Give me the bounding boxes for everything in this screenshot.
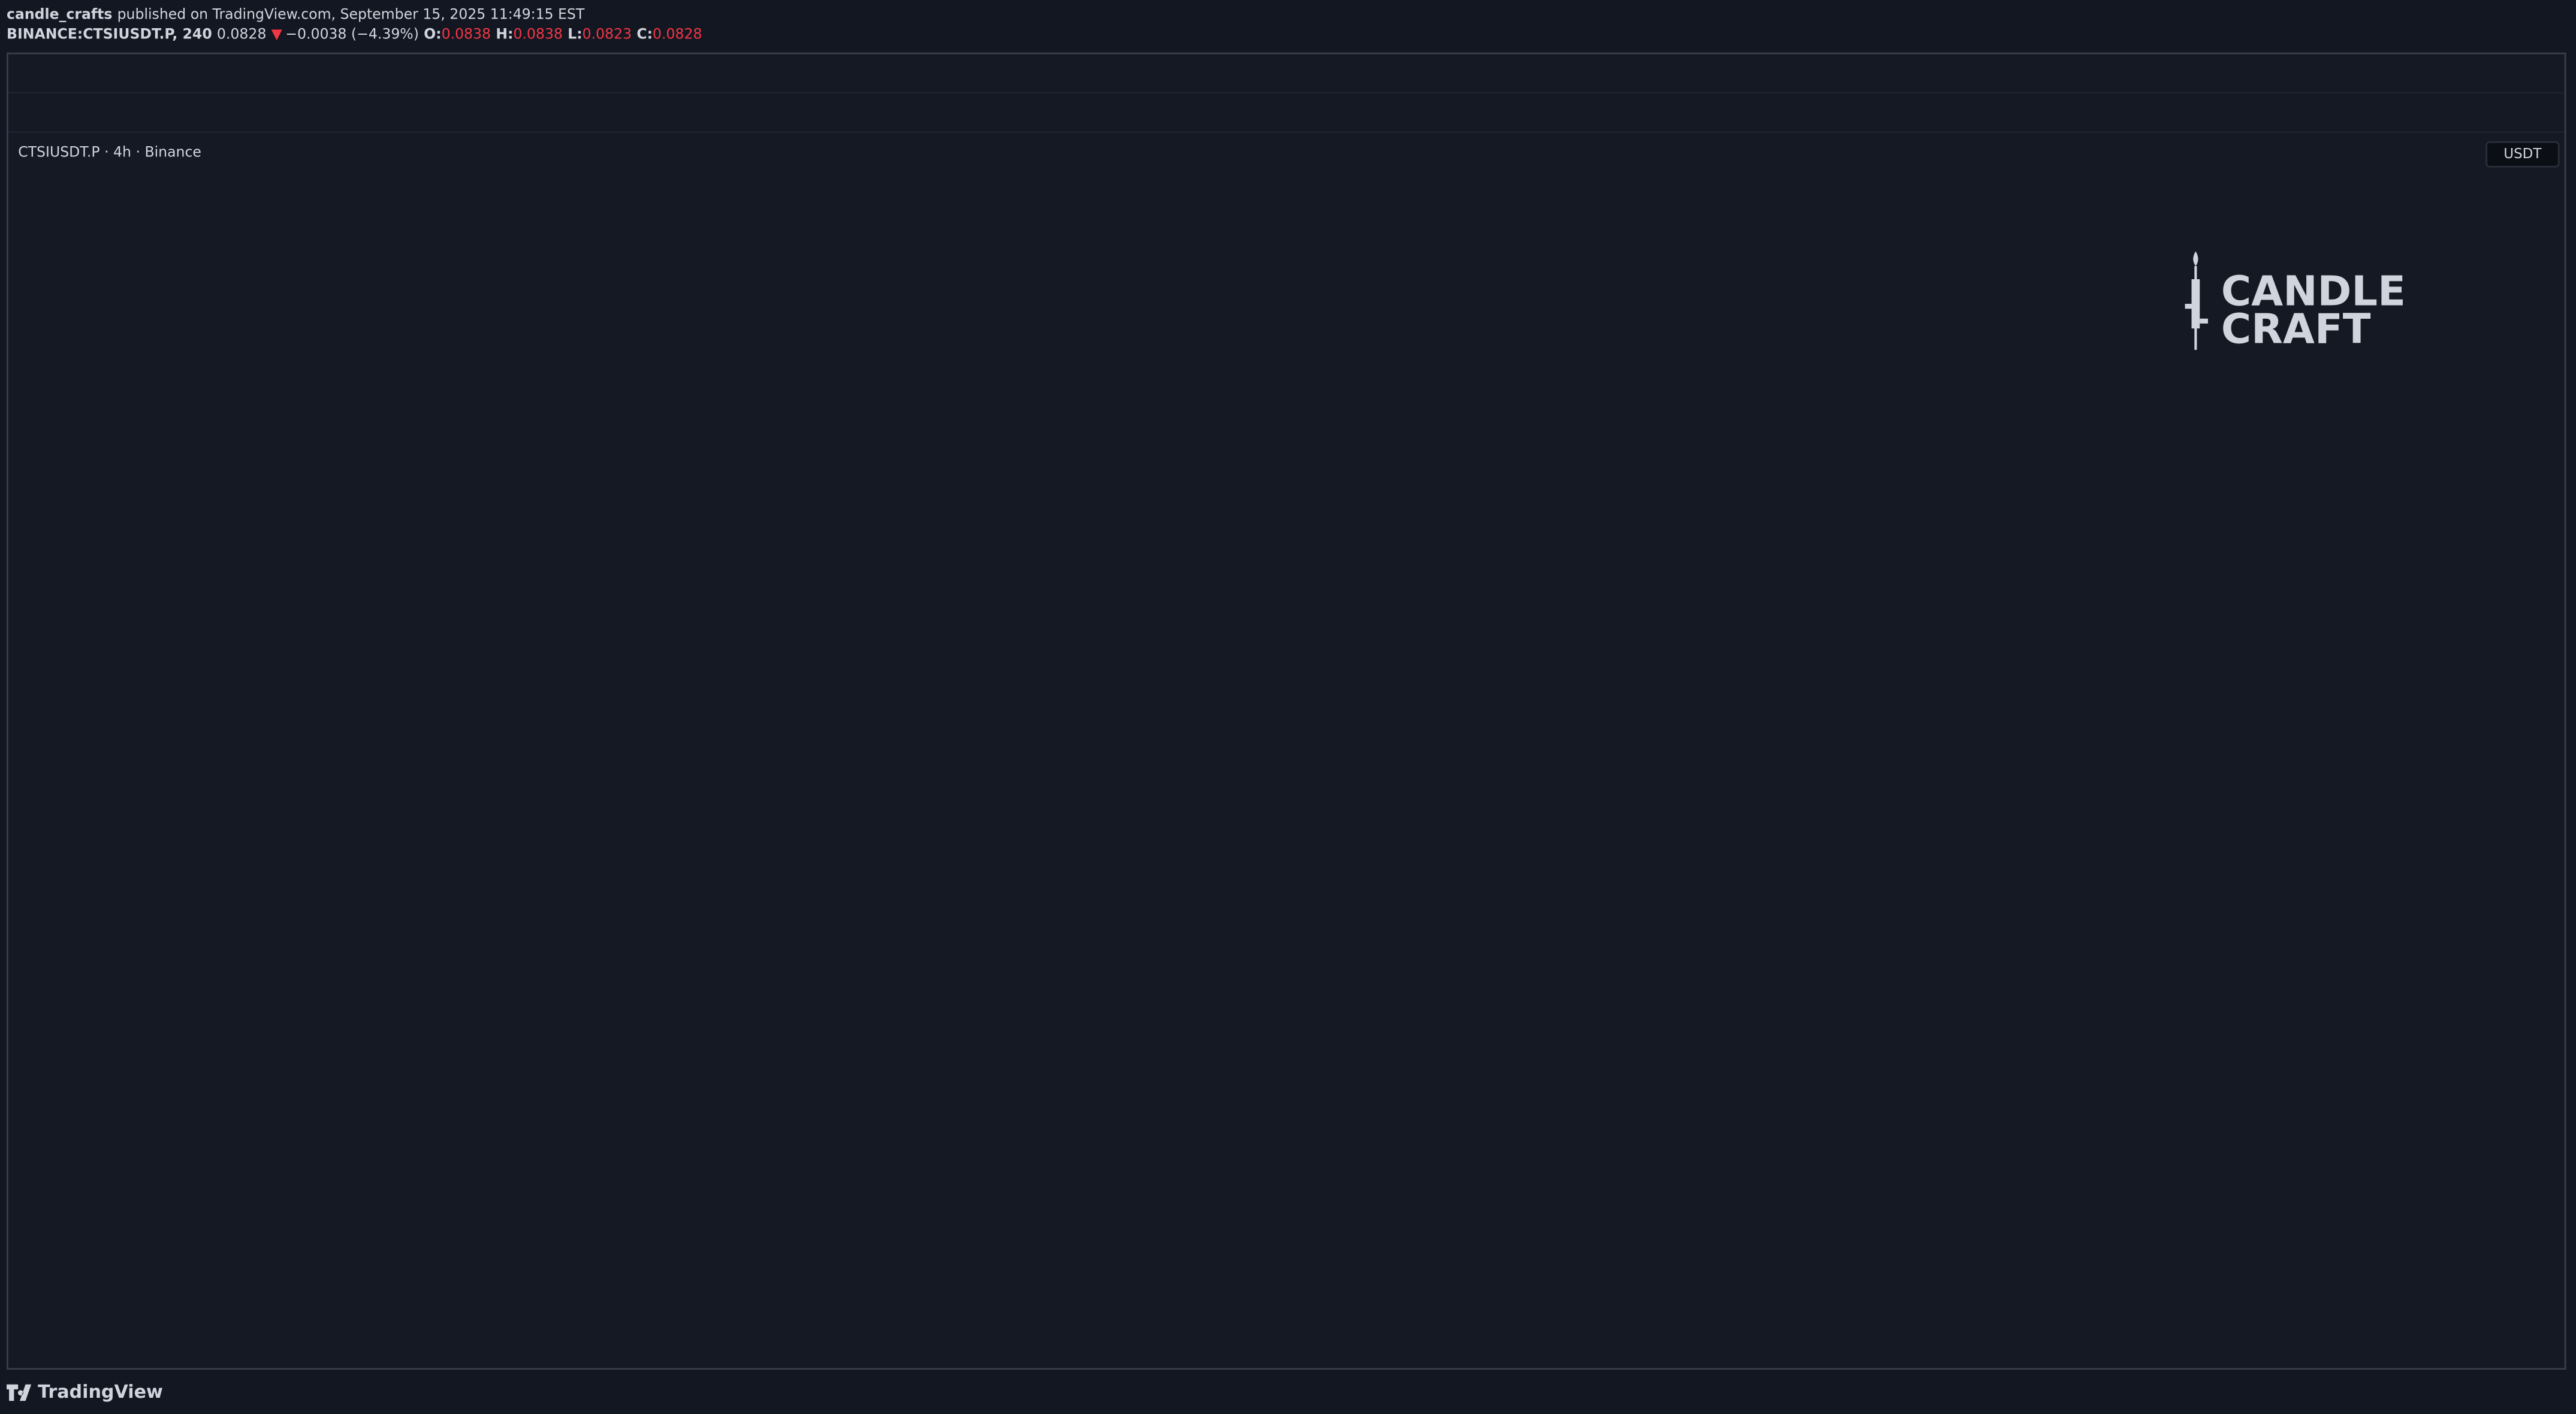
published: published on TradingView.com, September … (117, 5, 585, 22)
ohlc-label: H: (496, 25, 513, 42)
ohlc-value: 0.0838 (513, 25, 562, 42)
ohlc-label: O: (424, 25, 441, 42)
watermark: CANDLE CRAFT (2185, 251, 2406, 354)
currency-box[interactable] (2485, 141, 2560, 168)
watermark-tick (2200, 318, 2208, 324)
ohlc-value: 0.0823 (583, 25, 632, 42)
ohlc-label: L: (568, 25, 582, 42)
footer-logo[interactable]: TradingView (7, 1382, 163, 1403)
publisher: candle_crafts (7, 5, 112, 22)
ohlc-value: 0.0828 (653, 25, 702, 42)
header-line-2: BINANCE:CTSIUSDT.P, 240 0.0828 ▼ −0.0038 (−… (7, 25, 702, 42)
ohlc-label: C: (637, 25, 653, 42)
chart-frame (7, 52, 2566, 1370)
watermark-flame (2193, 251, 2198, 267)
legend: CTSIUSDT.P · 4h · Binance (18, 143, 201, 160)
footer-brand[interactable]: TradingView (38, 1382, 163, 1403)
footer-icon (7, 1384, 32, 1401)
currency[interactable]: USDT (2503, 146, 2542, 162)
change-arrow: ▼ (272, 25, 283, 42)
watermark-tick (2185, 304, 2194, 309)
last: 0.0828 (217, 25, 266, 42)
symbol: BINANCE:CTSIUSDT.P, 240 (7, 25, 212, 42)
watermark-text: CANDLE (2221, 268, 2406, 316)
ohlc-value: 0.0838 (442, 25, 491, 42)
change: −0.0038 (−4.39%) (285, 25, 419, 42)
header-line-1: candle_crafts published on TradingView.co… (7, 5, 585, 22)
watermark-text: CRAFT (2221, 306, 2371, 354)
